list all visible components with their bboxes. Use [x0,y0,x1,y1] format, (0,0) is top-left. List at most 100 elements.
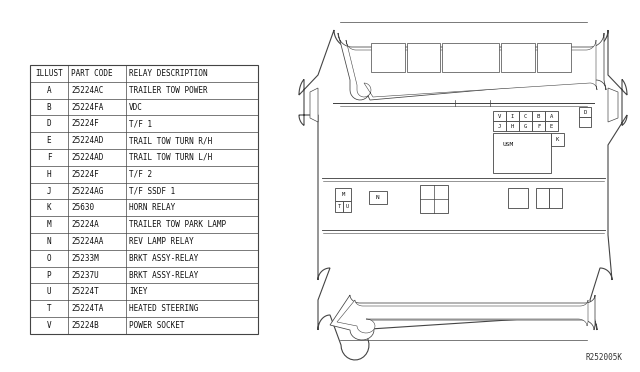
Text: E: E [550,124,553,128]
Bar [549,188,562,208]
Text: H: H [47,170,51,179]
Bar [519,121,532,131]
Bar [536,188,549,208]
Text: VDC: VDC [129,103,143,112]
Text: 25630: 25630 [71,203,94,212]
Text: T: T [337,204,340,209]
Text: B: B [537,113,540,119]
Polygon shape [337,300,588,333]
Bar [579,117,591,127]
Text: 25224FA: 25224FA [71,103,104,112]
Polygon shape [299,30,627,360]
Text: U: U [346,204,349,209]
Text: C: C [524,113,527,119]
Text: HORN RELAY: HORN RELAY [129,203,175,212]
Text: F: F [537,124,540,128]
Text: TRAILER TOW POWER: TRAILER TOW POWER [129,86,207,95]
Text: TRAIL TOW TURN R/H: TRAIL TOW TURN R/H [129,136,212,145]
Text: M: M [47,220,51,229]
Text: 25237U: 25237U [71,270,99,279]
Text: 25224B: 25224B [71,321,99,330]
Text: I: I [511,113,514,119]
Text: 25224F: 25224F [71,170,99,179]
Text: 25224F: 25224F [71,119,99,128]
Text: K: K [556,137,559,142]
Bar [420,185,448,213]
Polygon shape [330,295,595,340]
Bar [551,133,564,146]
Bar [501,43,535,72]
Text: V: V [47,321,51,330]
Text: A: A [550,113,553,119]
Text: 25224TA: 25224TA [71,304,104,313]
Text: J: J [498,124,501,128]
Text: M: M [341,192,344,197]
Bar [532,111,545,121]
Bar [493,121,506,131]
Text: D: D [47,119,51,128]
Text: T/F SSDF 1: T/F SSDF 1 [129,186,175,196]
Text: TRAILER TOW PARK LAMP: TRAILER TOW PARK LAMP [129,220,226,229]
Text: V: V [498,113,501,119]
Bar [335,201,343,212]
Text: PART CODE: PART CODE [71,69,113,78]
Text: BRKT ASSY-RELAY: BRKT ASSY-RELAY [129,270,198,279]
Text: A: A [47,86,51,95]
Bar [545,121,558,131]
Bar [407,43,440,72]
Text: IKEY: IKEY [129,287,147,296]
Text: N: N [47,237,51,246]
Text: TRAIL TOW TURN L/H: TRAIL TOW TURN L/H [129,153,212,162]
Text: B: B [47,103,51,112]
Text: POWER SOCKET: POWER SOCKET [129,321,184,330]
Bar [371,43,405,72]
Text: J: J [47,186,51,196]
Text: REV LAMP RELAY: REV LAMP RELAY [129,237,194,246]
Bar [506,111,519,121]
Text: R252005K: R252005K [586,353,623,362]
Bar [369,191,387,204]
Text: T: T [47,304,51,313]
Text: U: U [47,287,51,296]
Text: BRKT ASSY-RELAY: BRKT ASSY-RELAY [129,254,198,263]
Polygon shape [338,33,606,100]
Text: H: H [511,124,514,128]
Text: N: N [376,195,380,200]
Text: USM: USM [502,142,514,148]
Bar [545,111,558,121]
Text: G: G [524,124,527,128]
Bar [493,111,506,121]
Text: ILLUST: ILLUST [35,69,63,78]
Text: 25224AC: 25224AC [71,86,104,95]
Text: P: P [47,270,51,279]
Text: 25224AG: 25224AG [71,186,104,196]
Text: D: D [584,109,587,115]
Text: RELAY DESCRIPTION: RELAY DESCRIPTION [129,69,207,78]
Bar [579,107,591,117]
Bar [335,188,351,201]
Bar [442,43,499,72]
Polygon shape [608,88,618,122]
Polygon shape [346,40,597,97]
Bar [532,121,545,131]
Text: F: F [47,153,51,162]
Bar [508,188,528,208]
Bar [493,133,551,173]
Text: T/F 1: T/F 1 [129,119,152,128]
Bar [506,121,519,131]
Text: 25224AA: 25224AA [71,237,104,246]
Text: K: K [47,203,51,212]
Bar [537,43,571,72]
Text: E: E [47,136,51,145]
Text: T/F 2: T/F 2 [129,170,152,179]
Text: 25224AD: 25224AD [71,136,104,145]
Polygon shape [310,88,318,122]
Text: HEATED STEERING: HEATED STEERING [129,304,198,313]
Text: 25224A: 25224A [71,220,99,229]
Bar [30,65,258,334]
Text: 25224T: 25224T [71,287,99,296]
Bar [343,201,351,212]
Bar [519,111,532,121]
Text: O: O [47,254,51,263]
Text: 25233M: 25233M [71,254,99,263]
